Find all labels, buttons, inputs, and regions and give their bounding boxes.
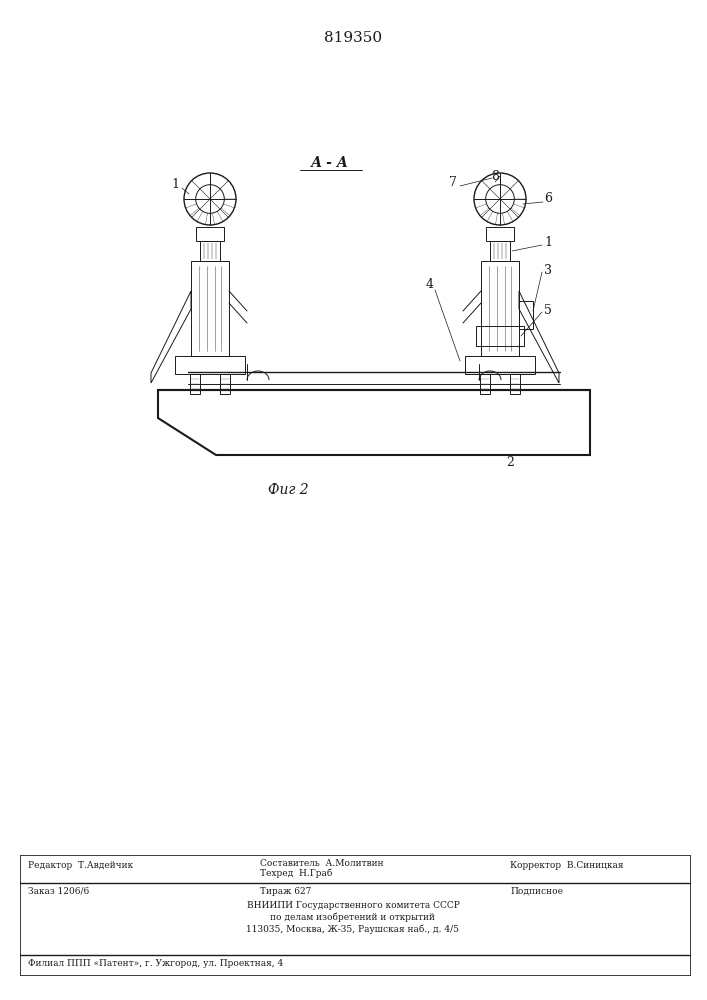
Bar [220, 374, 230, 394]
Bar [481, 261, 519, 356]
Text: 5: 5 [544, 304, 552, 316]
Text: 819350: 819350 [324, 31, 382, 45]
Bar [486, 227, 514, 241]
Text: 3: 3 [544, 263, 552, 276]
Text: Заказ 1206/6: Заказ 1206/6 [28, 887, 89, 896]
Bar [490, 241, 510, 261]
Text: ВНИИПИ Государственного комитета СССР: ВНИИПИ Государственного комитета СССР [247, 901, 460, 910]
Bar [190, 374, 200, 394]
Bar [465, 356, 535, 374]
Text: 6: 6 [544, 192, 552, 205]
Bar [196, 227, 224, 241]
Text: Техред  Н.Граб: Техред Н.Граб [260, 869, 332, 879]
Text: Филиал ППП «Патент», г. Ужгород, ул. Проектная, 4: Филиал ППП «Патент», г. Ужгород, ул. Про… [28, 959, 284, 968]
Bar [480, 374, 490, 394]
Text: 8: 8 [491, 169, 499, 182]
Text: А - А: А - А [311, 156, 349, 170]
Text: Подписное: Подписное [510, 887, 563, 896]
Text: 2: 2 [506, 456, 514, 468]
Text: Фиг 2: Фиг 2 [268, 483, 309, 497]
Text: 113035, Москва, Ж-35, Раушская наб., д. 4/5: 113035, Москва, Ж-35, Раушская наб., д. … [247, 925, 460, 934]
Text: 7: 7 [449, 176, 457, 190]
Text: 4: 4 [426, 278, 434, 292]
Text: 1: 1 [171, 178, 179, 192]
Text: Редактор  Т.Авдейчик: Редактор Т.Авдейчик [28, 861, 133, 870]
Text: Составитель  А.Молитвин: Составитель А.Молитвин [260, 859, 384, 868]
Bar [510, 374, 520, 394]
Text: 1: 1 [544, 235, 552, 248]
Text: по делам изобретений и открытий: по делам изобретений и открытий [271, 913, 436, 922]
Bar [519, 301, 533, 329]
Bar [175, 356, 245, 374]
Bar [476, 326, 524, 346]
Text: Корректор  В.Синицкая: Корректор В.Синицкая [510, 861, 624, 870]
Bar [200, 241, 220, 261]
Bar [191, 261, 229, 356]
Text: Тираж 627: Тираж 627 [260, 887, 311, 896]
